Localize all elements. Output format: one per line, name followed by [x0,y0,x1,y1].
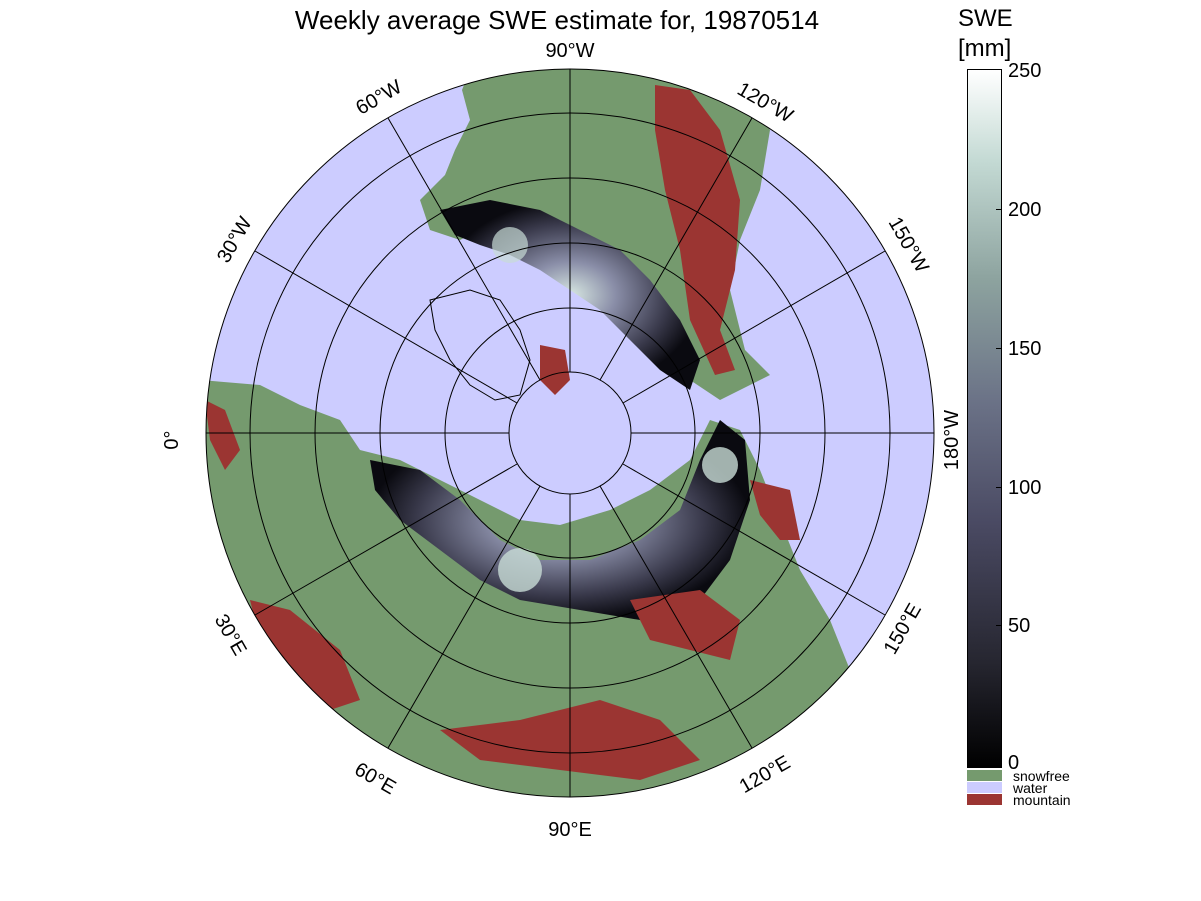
colorbar-tick-label: 250 [1008,60,1042,82]
colorbar-tick-label: 0 [1008,752,1020,774]
colorbar-title: SWE [mm] [958,4,1013,64]
lon-label-120e: 120°E [736,752,794,798]
mountain-greenland-edge [540,345,570,395]
colorbar [967,69,1002,768]
mountain-asia-east [630,590,740,660]
legend-swatch-water [967,782,1002,793]
mountain-alaska [750,480,800,540]
snow-band-eurasia [370,420,750,620]
snow-peak-spot [702,447,738,483]
colorbar-tick-label: 50 [1008,615,1031,637]
lon-label-0: 0° [161,430,183,449]
mountain-europe [250,600,360,710]
colorbar-tickmark [996,209,1002,210]
colorbar-title-line2: [mm] [958,35,1012,62]
lon-label-90w: 90°W [545,40,594,62]
snow-peak-spot [492,227,528,263]
colorbar-tick-label: 150 [1008,338,1042,360]
mountain-scandinavia [206,400,240,470]
colorbar-tickmark [996,625,1002,626]
legend-label-snowfree: snowfree [1013,768,1070,784]
mountain-layer [206,85,800,780]
greenland-land [429,289,531,401]
snow-layer [370,200,750,620]
map-boundary [205,68,935,798]
legend-label-mountain: mountain [1013,792,1071,808]
mountain-rockies [655,85,740,375]
graticule [206,69,934,797]
colorbar-tick-label: 100 [1008,477,1042,499]
snow-peak-spot [498,548,542,592]
lon-label-90e: 90°E [548,819,592,841]
legend-label-water: water [1013,780,1048,796]
colorbar-tickmark [996,348,1002,349]
colorbar-tickmark [996,487,1002,488]
lon-label-30e: 30°E [210,611,251,660]
legend-swatch-mountain [967,794,1002,805]
colorbar-title-line1: SWE [958,5,1013,32]
lon-label-180w: 180°W [941,410,963,470]
legend-swatch-snowfree [967,770,1002,781]
colorbar-tick-label: 200 [1008,199,1042,221]
lon-label-60e: 60°E [351,758,400,799]
map-title: Weekly average SWE estimate for, 1987051… [294,5,820,35]
